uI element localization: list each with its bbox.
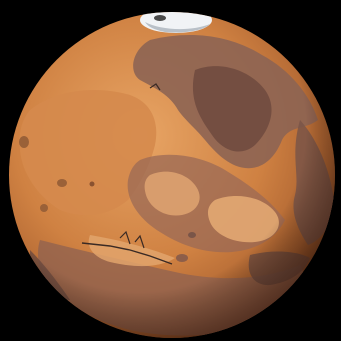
planet-rim-shadow: [9, 12, 335, 338]
